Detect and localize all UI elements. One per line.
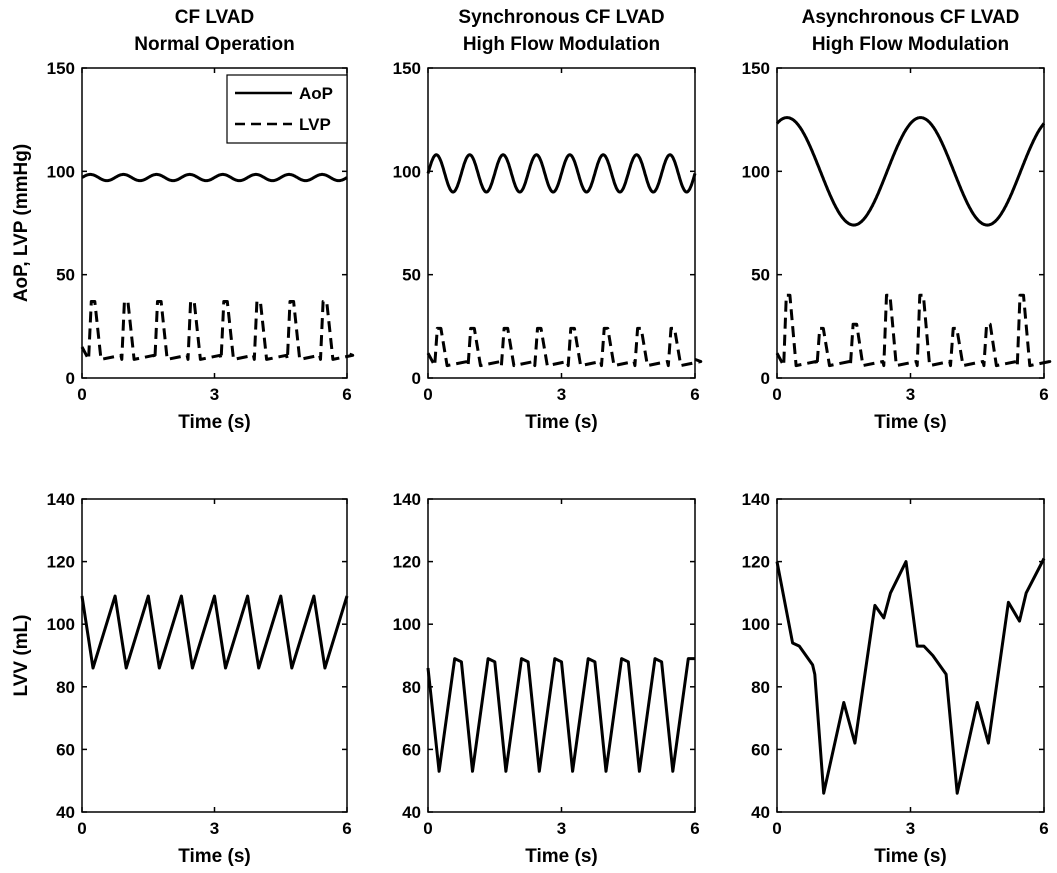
- y-tick-label: 50: [402, 266, 421, 285]
- x-tick-label: 3: [210, 819, 219, 838]
- y-tick-label: 60: [56, 740, 75, 759]
- y-tick-label: 150: [393, 59, 421, 78]
- x-tick-label: 6: [1039, 819, 1048, 838]
- chart-panel-6: 0 3 6 40 60 80 100 120 140 Time (s): [742, 490, 1049, 867]
- chart-title-line: Synchronous CF LVAD: [458, 7, 664, 28]
- y-tick-label: 150: [47, 59, 75, 78]
- y-tick-label: 100: [742, 162, 770, 181]
- chart-title-line: Normal Operation: [134, 34, 294, 55]
- y-axis-label: AoP, LVP (mmHg): [11, 144, 32, 302]
- x-tick-label: 6: [690, 819, 699, 838]
- chart-panel-2: 0 3 6 0 50 100 150 Time (s) Synchronous CF LVAD H…: [393, 7, 703, 433]
- legend-box: [226, 74, 348, 144]
- y-tick-label: 140: [742, 490, 770, 509]
- chart-title-line: High Flow Modulation: [463, 34, 660, 55]
- x-tick-label: 6: [1039, 385, 1048, 404]
- y-tick-label: 100: [47, 162, 75, 181]
- legend-label-lvp: LVP: [299, 115, 331, 134]
- x-axis-label: Time (s): [525, 846, 598, 867]
- x-tick-label: 0: [423, 819, 432, 838]
- y-tick-label: 100: [742, 615, 770, 634]
- y-tick-label: 0: [412, 369, 421, 388]
- x-axis-label: Time (s): [525, 412, 598, 433]
- x-tick-label: 0: [423, 385, 432, 404]
- chart-title-line: CF LVAD: [175, 7, 255, 28]
- x-tick-label: 0: [77, 819, 86, 838]
- y-tick-label: 80: [751, 678, 770, 697]
- x-tick-label: 6: [690, 385, 699, 404]
- y-tick-label: 40: [56, 803, 75, 822]
- x-tick-label: 3: [210, 385, 219, 404]
- y-tick-label: 150: [742, 59, 770, 78]
- plot-frame: [776, 498, 1045, 813]
- legend-label-aop: AoP: [299, 84, 333, 103]
- plot-frame: [427, 67, 696, 379]
- x-tick-label: 0: [77, 385, 86, 404]
- chart-panel-5: 0 3 6 40 60 80 100 120 140 Time (s): [393, 490, 700, 867]
- y-tick-label: 50: [751, 266, 770, 285]
- x-axis-label: Time (s): [178, 846, 251, 867]
- x-tick-label: 0: [772, 385, 781, 404]
- y-tick-label: 40: [402, 803, 421, 822]
- y-tick-label: 50: [56, 266, 75, 285]
- lvp-line: [426, 326, 703, 368]
- plot-frame: [776, 67, 1045, 379]
- y-tick-label: 120: [393, 553, 421, 572]
- aop-line: [426, 153, 697, 194]
- x-tick-label: 3: [906, 819, 915, 838]
- y-tick-label: 140: [47, 490, 75, 509]
- y-tick-label: 100: [393, 615, 421, 634]
- chart-title-line: Asynchronous CF LVAD: [802, 7, 1020, 28]
- chart-panel-1: 0 3 6 0 50 100 150 Time (s) AoP, LVP (mmHg) CF LV…: [11, 7, 355, 433]
- y-tick-label: 100: [393, 162, 421, 181]
- plot-frame: [427, 498, 696, 813]
- x-tick-label: 6: [342, 385, 351, 404]
- x-tick-label: 6: [342, 819, 351, 838]
- y-tick-label: 60: [402, 740, 421, 759]
- lvv-line: [80, 594, 349, 670]
- y-tick-label: 80: [56, 678, 75, 697]
- y-tick-label: 40: [751, 803, 770, 822]
- y-tick-label: 80: [402, 678, 421, 697]
- y-tick-label: 60: [751, 740, 770, 759]
- x-tick-label: 3: [557, 819, 566, 838]
- y-tick-label: 140: [393, 490, 421, 509]
- x-tick-label: 0: [772, 819, 781, 838]
- lvp-line: [775, 293, 1052, 368]
- aop-line: [775, 116, 1046, 227]
- lvv-line: [426, 657, 695, 773]
- x-axis-label: Time (s): [178, 412, 251, 433]
- lvv-line: [775, 557, 1046, 795]
- y-tick-label: 0: [66, 369, 75, 388]
- y-tick-label: 120: [742, 553, 770, 572]
- legend: AoP LVP: [226, 74, 348, 144]
- y-tick-label: 100: [47, 615, 75, 634]
- chart-panel-4: 0 3 6 40 60 80 100 120 140 Time (s) LVV (mL): [11, 490, 352, 867]
- aop-line: [81, 172, 348, 183]
- y-tick-label: 0: [761, 369, 770, 388]
- lvp-line: [80, 300, 355, 361]
- x-tick-label: 3: [906, 385, 915, 404]
- x-axis-label: Time (s): [874, 412, 947, 433]
- y-tick-label: 120: [47, 553, 75, 572]
- chart-panel-3: 0 3 6 0 50 100 150 Time (s) Asynchronous CF LVAD…: [742, 7, 1052, 433]
- x-tick-label: 3: [557, 385, 566, 404]
- plot-frame: [81, 498, 348, 813]
- x-axis-label: Time (s): [874, 846, 947, 867]
- y-axis-label: LVV (mL): [11, 615, 32, 697]
- chart-title-line: High Flow Modulation: [812, 34, 1009, 55]
